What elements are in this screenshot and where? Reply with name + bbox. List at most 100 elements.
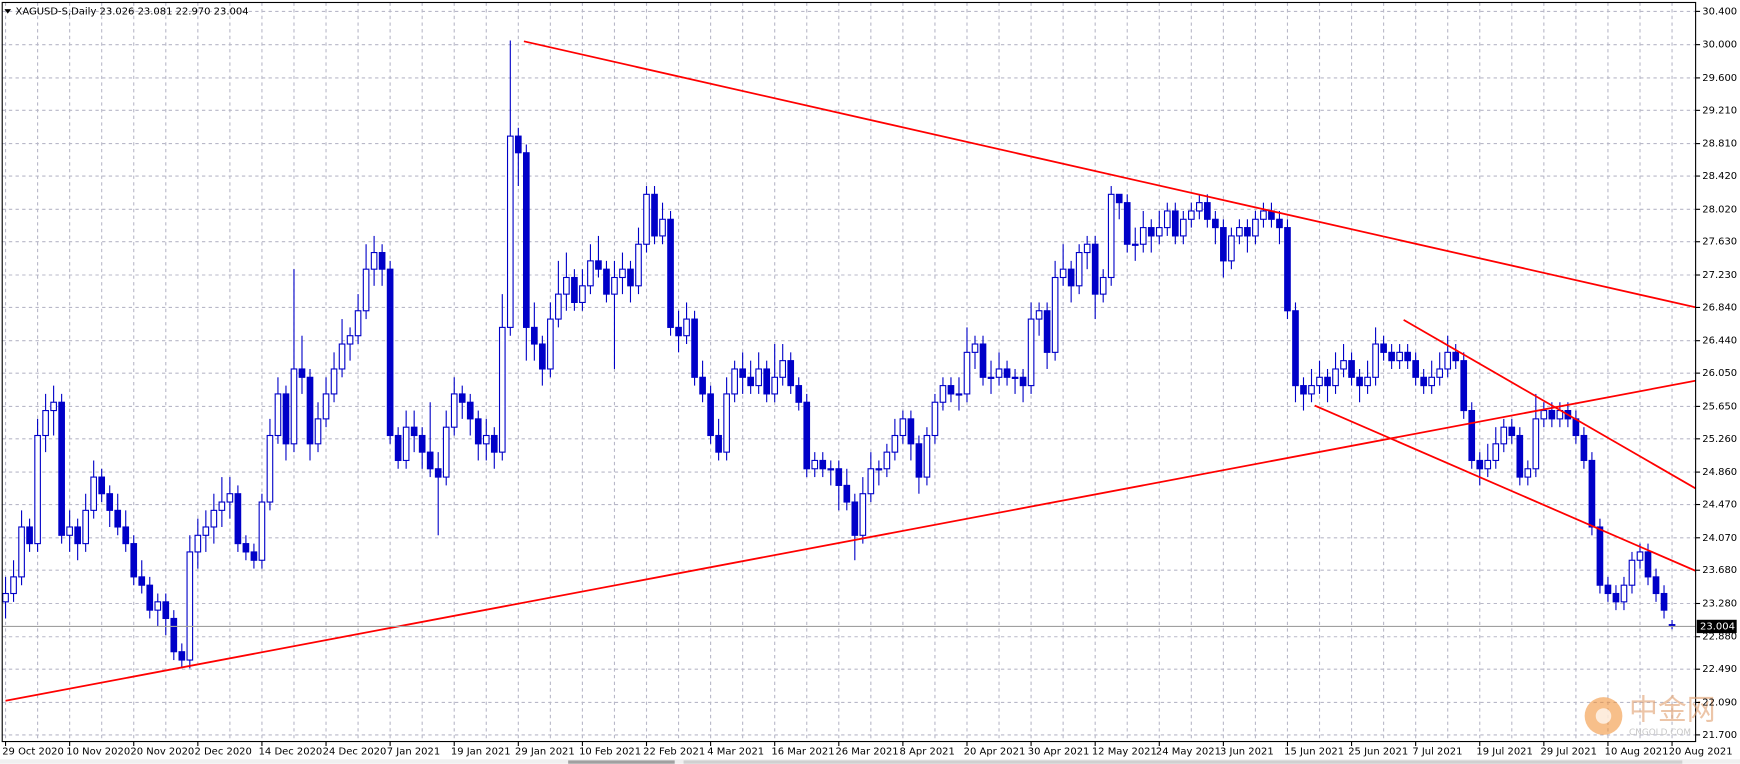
candle-body bbox=[1051, 276, 1059, 353]
y-tick-label: 26.840 bbox=[1702, 302, 1737, 313]
x-tick-label: 24 Dec 2020 bbox=[323, 747, 387, 758]
candle-body bbox=[330, 368, 338, 395]
candle-body bbox=[458, 393, 466, 403]
candle-body bbox=[402, 426, 410, 462]
candle-body bbox=[514, 135, 522, 154]
candle-body bbox=[595, 260, 602, 270]
candle-body bbox=[42, 410, 49, 437]
candle-body bbox=[1436, 368, 1444, 378]
trendline bbox=[1314, 404, 1696, 572]
candle-body bbox=[1476, 459, 1484, 470]
candle-body bbox=[258, 501, 266, 561]
candle-body bbox=[763, 368, 771, 395]
candle-body bbox=[354, 310, 362, 337]
candle-body bbox=[875, 468, 883, 471]
candle-body bbox=[386, 268, 394, 437]
candle-body bbox=[603, 268, 610, 295]
candle-body bbox=[1131, 243, 1139, 246]
candle-body bbox=[1035, 310, 1043, 320]
candle-body bbox=[210, 509, 218, 528]
candle-body bbox=[1316, 376, 1323, 387]
candle-body bbox=[226, 493, 234, 503]
candle-body bbox=[58, 401, 65, 536]
candle-body bbox=[154, 601, 162, 611]
candle-body bbox=[186, 551, 194, 661]
y-tick-label: 28.020 bbox=[1702, 204, 1737, 215]
candle-body bbox=[122, 526, 130, 545]
y-tick-label: 26.440 bbox=[1702, 336, 1737, 347]
candle-body bbox=[378, 251, 386, 270]
y-tick-label: 23.680 bbox=[1702, 565, 1737, 576]
candle-body bbox=[1155, 227, 1163, 237]
candle-body bbox=[771, 376, 779, 395]
x-tick-label: 7 Jan 2021 bbox=[387, 747, 440, 758]
candle-body bbox=[338, 343, 346, 370]
candle-body bbox=[1396, 351, 1403, 362]
x-tick-label: 7 Jul 2021 bbox=[1412, 747, 1462, 758]
candle-body bbox=[1147, 227, 1155, 237]
x-tick-label: 8 Apr 2021 bbox=[900, 747, 955, 758]
candle-body bbox=[1404, 351, 1411, 362]
candle-body bbox=[410, 426, 418, 437]
candle-body bbox=[1540, 410, 1548, 420]
candle-body bbox=[1652, 576, 1660, 595]
y-tick-label: 27.230 bbox=[1702, 270, 1737, 281]
candle-body bbox=[250, 551, 258, 561]
candle-body bbox=[651, 193, 658, 237]
candle-body bbox=[619, 268, 626, 279]
candle-body bbox=[539, 343, 546, 370]
candle-body bbox=[322, 393, 330, 420]
watermark-logo-inner bbox=[1595, 708, 1612, 724]
x-tick-label: 26 Mar 2021 bbox=[835, 747, 898, 758]
candle-body bbox=[1492, 443, 1500, 462]
candle-body bbox=[1059, 268, 1067, 279]
candle-body bbox=[1139, 227, 1147, 245]
candle-body bbox=[1596, 526, 1604, 586]
x-tick-label: 29 Jan 2021 bbox=[515, 747, 575, 758]
candle-body bbox=[290, 368, 298, 445]
candle-body bbox=[282, 393, 290, 445]
x-tick-label: 15 Jun 2021 bbox=[1284, 747, 1344, 758]
candle-body bbox=[1348, 360, 1355, 378]
x-tick-label: 24 May 2021 bbox=[1156, 747, 1221, 758]
tab[interactable] bbox=[568, 760, 675, 764]
watermark-url: CNGOLD.COM bbox=[1629, 728, 1691, 738]
candle-body bbox=[482, 434, 490, 445]
candle-body bbox=[1604, 584, 1612, 595]
y-tick-label: 22.090 bbox=[1702, 697, 1737, 708]
y-tick-label: 28.810 bbox=[1702, 139, 1737, 150]
candle-body bbox=[1236, 227, 1243, 237]
candle-body bbox=[474, 418, 482, 445]
menu-arrow[interactable] bbox=[4, 9, 12, 14]
x-tick-label: 20 Apr 2021 bbox=[964, 747, 1026, 758]
candle-body bbox=[675, 326, 682, 337]
candle-body bbox=[90, 476, 98, 511]
candle-body bbox=[1468, 410, 1476, 462]
scrollbar[interactable] bbox=[683, 760, 1683, 764]
x-tick-label: 20 Aug 2021 bbox=[1669, 747, 1733, 758]
candle-body bbox=[1187, 210, 1195, 220]
y-tick-label: 30.000 bbox=[1702, 40, 1737, 51]
candle-body bbox=[1372, 343, 1379, 378]
candle-body bbox=[1524, 468, 1532, 478]
candle-body bbox=[1292, 310, 1299, 387]
y-tick-label: 24.860 bbox=[1702, 467, 1737, 478]
candle-body bbox=[795, 385, 803, 403]
y-tick-label: 30.400 bbox=[1702, 6, 1737, 17]
candle-body bbox=[1580, 434, 1588, 462]
candle-body bbox=[1332, 368, 1339, 387]
candle-body bbox=[1276, 218, 1283, 229]
x-tick-label: 30 Apr 2021 bbox=[1028, 747, 1090, 758]
candle-body bbox=[34, 434, 41, 545]
y-tick-label: 23.280 bbox=[1702, 598, 1737, 609]
candle-body bbox=[1300, 385, 1307, 395]
candle-body bbox=[955, 393, 963, 396]
candle-body bbox=[1548, 410, 1556, 420]
candle-body bbox=[1612, 592, 1620, 603]
candle-body bbox=[1284, 227, 1291, 312]
candle-body bbox=[1011, 376, 1019, 379]
candle-body bbox=[146, 584, 154, 611]
candle-body bbox=[1043, 310, 1051, 353]
candle-body bbox=[106, 493, 114, 511]
